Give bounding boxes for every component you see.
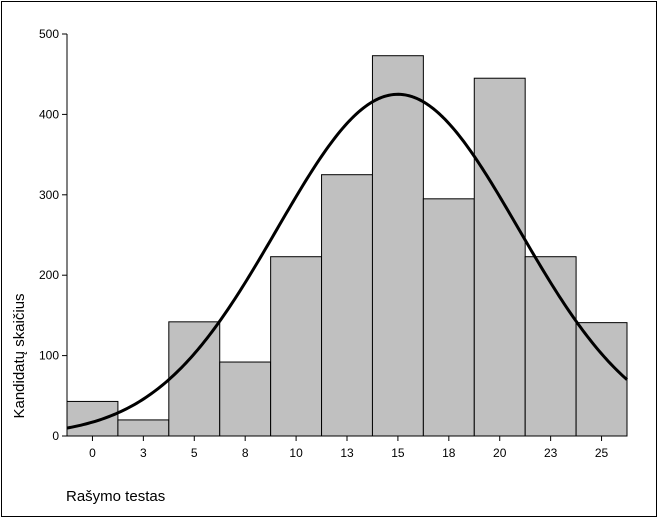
bar-25 bbox=[575, 322, 628, 437]
bar-3 bbox=[117, 419, 170, 437]
bar-5 bbox=[168, 321, 221, 437]
normal-curve bbox=[66, 92, 629, 430]
x-tick-label-15: 15 bbox=[391, 446, 405, 460]
x-tick-label-3: 3 bbox=[140, 446, 147, 460]
x-tick-label-23: 23 bbox=[544, 446, 558, 460]
bar-20 bbox=[473, 77, 526, 437]
x-tick-label-13: 13 bbox=[340, 446, 354, 460]
x-tick-label-20: 20 bbox=[493, 446, 507, 460]
bar-23 bbox=[524, 256, 577, 437]
bar-13 bbox=[321, 174, 373, 437]
y-tick-label: 100 bbox=[39, 349, 59, 363]
bar-10 bbox=[270, 256, 323, 437]
x-tick-label-8: 8 bbox=[242, 446, 249, 460]
bars-group bbox=[66, 55, 628, 437]
x-axis-title: Rašymo testas bbox=[66, 488, 165, 505]
y-tick-label: 300 bbox=[39, 188, 59, 202]
bar-15 bbox=[371, 55, 424, 437]
y-tick-label: 500 bbox=[39, 27, 59, 41]
x-tick-label-18: 18 bbox=[442, 446, 456, 460]
bar-0 bbox=[66, 400, 119, 437]
x-tick-label-25: 25 bbox=[595, 446, 609, 460]
y-tick-label: 400 bbox=[39, 107, 59, 121]
y-ticks-group: 0 100 200 300 400 500 bbox=[39, 27, 67, 443]
y-axis-title: Kandidatų skaičius bbox=[11, 293, 28, 418]
bar-18 bbox=[422, 198, 475, 437]
x-tick-label-0: 0 bbox=[89, 446, 96, 460]
x-tick-label-5: 5 bbox=[191, 446, 198, 460]
bar-8 bbox=[219, 361, 272, 437]
x-ticks-group: 0 3 5 8 10 13 15 18 20 23 25 bbox=[89, 436, 609, 460]
x-tick-label-10: 10 bbox=[289, 446, 303, 460]
y-tick-label: 200 bbox=[39, 268, 59, 282]
y-tick-label: 0 bbox=[52, 429, 59, 443]
